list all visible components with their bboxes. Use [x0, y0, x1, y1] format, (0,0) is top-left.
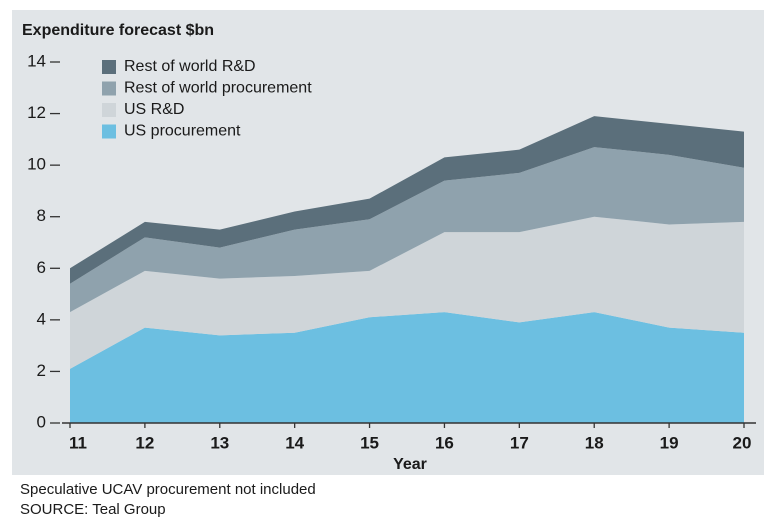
area — [70, 312, 744, 423]
area — [70, 116, 744, 284]
y-tick-label: 12 — [27, 103, 46, 122]
legend-label: Rest of world procurement — [124, 80, 312, 97]
x-tick-label: 16 — [435, 433, 454, 452]
chart-title: Expenditure forecast $bn — [22, 22, 214, 39]
note: Speculative UCAV procurement not include… — [20, 481, 316, 498]
x-axis-label: Year — [393, 456, 427, 473]
y-tick-label: 10 — [27, 155, 46, 174]
y-tick-label: 8 — [37, 206, 46, 225]
y-tick-label: 6 — [37, 258, 46, 277]
y-tick-label: 14 — [27, 51, 46, 70]
legend-swatch — [102, 124, 116, 139]
x-tick-label: 15 — [360, 433, 379, 452]
legend-swatch — [102, 81, 116, 96]
legend-label: US procurement — [124, 123, 241, 140]
x-tick-label: 12 — [135, 433, 154, 452]
x-tick-label: 13 — [210, 433, 229, 452]
y-tick-label: 0 — [37, 412, 46, 431]
y-tick-label: 4 — [37, 309, 46, 328]
area — [70, 147, 744, 313]
x-tick-label: 11 — [69, 433, 87, 452]
x-tick-label: 20 — [733, 433, 752, 452]
y-tick-label: 2 — [37, 361, 46, 380]
x-tick-label: 17 — [510, 433, 529, 452]
legend-swatch — [102, 60, 116, 74]
x-tick-label: 18 — [585, 433, 604, 452]
area — [70, 216, 744, 369]
x-tick-label: 19 — [660, 433, 679, 452]
legend-label: US R&D — [124, 101, 184, 118]
x-tick-label: 14 — [285, 433, 304, 452]
source: SOURCE: Teal Group — [20, 501, 166, 517]
legend-label: Rest of world R&D — [124, 58, 256, 75]
legend-swatch — [102, 103, 116, 117]
